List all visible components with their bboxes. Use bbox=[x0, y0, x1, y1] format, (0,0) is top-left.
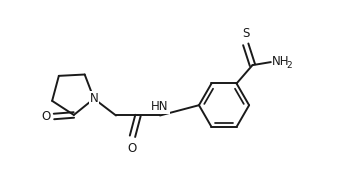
Text: S: S bbox=[242, 27, 249, 40]
Text: NH: NH bbox=[271, 55, 289, 68]
Text: O: O bbox=[41, 110, 50, 123]
Text: N: N bbox=[90, 92, 98, 105]
Text: O: O bbox=[128, 142, 137, 155]
Text: 2: 2 bbox=[287, 61, 292, 70]
Text: HN: HN bbox=[151, 100, 169, 113]
